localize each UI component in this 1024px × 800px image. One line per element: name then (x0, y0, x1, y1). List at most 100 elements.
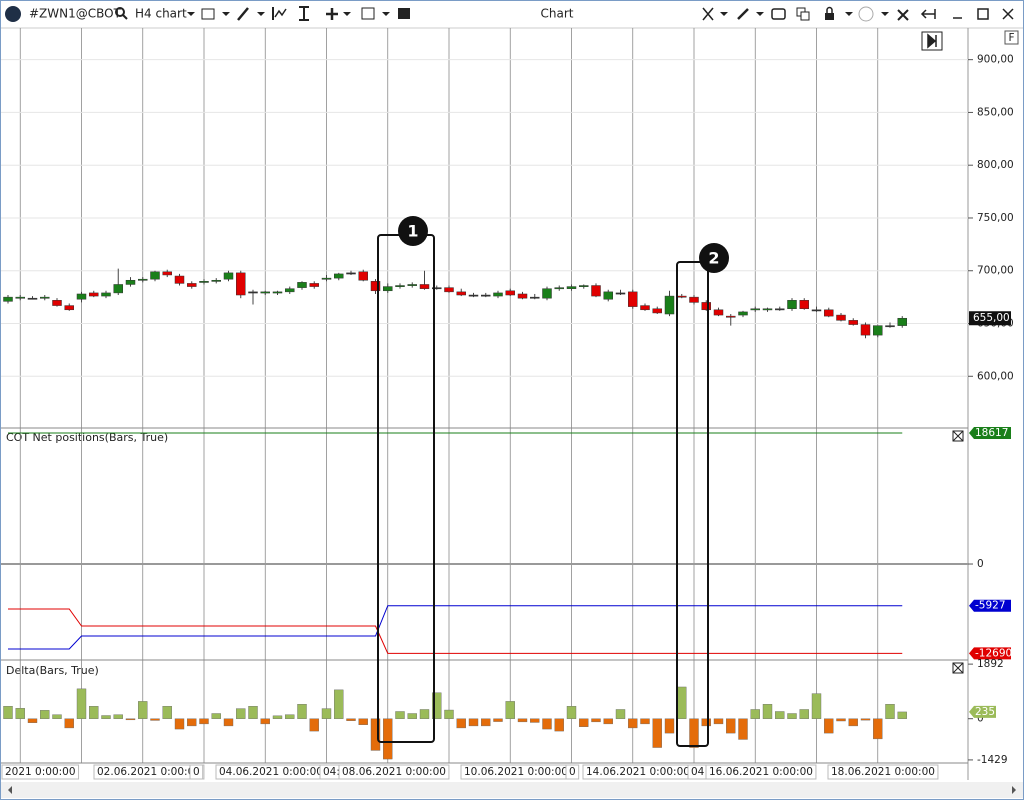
candle-body (530, 296, 540, 299)
delta-bar (628, 718, 638, 729)
settings-icon[interactable] (897, 9, 909, 21)
y-tick-label: 900,00 (977, 54, 1014, 66)
candle-body (162, 271, 172, 276)
delta-bar (603, 718, 613, 725)
delta-bar (383, 718, 393, 760)
maximize[interactable] (977, 8, 989, 20)
delta-bar (89, 706, 99, 719)
symbol[interactable]: #ZWN1@CBOT (29, 7, 122, 21)
grid-layer (1, 28, 973, 763)
last-price-label: 655,00 (973, 312, 1010, 324)
template-icon[interactable] (201, 8, 215, 20)
delta-bar (897, 711, 907, 719)
x-label-box (338, 764, 450, 780)
delta-bar (517, 718, 528, 723)
delta-bar (297, 704, 307, 719)
y-tick-label: 700,00 (977, 265, 1014, 277)
delta-bar (664, 718, 675, 734)
candle-body (309, 283, 319, 287)
delta-bar (334, 689, 344, 719)
candle-body (566, 286, 577, 289)
candle-body (395, 285, 405, 287)
y-tick-label: 800,00 (977, 159, 1014, 171)
delta-bar (64, 718, 74, 729)
delta-bar (652, 718, 662, 748)
delta-bar (836, 718, 846, 722)
candle-body (297, 282, 307, 288)
delta-bar (113, 714, 123, 719)
delta-bar (150, 718, 160, 721)
candle-body (640, 305, 650, 311)
value-label: -5927 (975, 600, 1006, 612)
delta-bar (162, 706, 172, 719)
delta-bar (481, 718, 491, 727)
candle-body (272, 291, 283, 294)
candle-body (836, 314, 846, 321)
y-tick-label: -1429 (977, 754, 1008, 766)
book-icon[interactable] (398, 8, 410, 19)
fit-button[interactable] (1004, 30, 1019, 45)
delta-bar (762, 704, 773, 719)
candle-body (76, 293, 87, 300)
delta-bar (138, 701, 148, 719)
candle-body (3, 296, 13, 302)
x-label-box (705, 764, 817, 780)
candle-body (456, 291, 466, 296)
pin-icon[interactable] (920, 9, 936, 19)
delta-bar (358, 718, 368, 725)
link-icon[interactable] (737, 8, 749, 20)
delta-bar (199, 718, 209, 725)
timeframe[interactable]: H4 chart (135, 7, 187, 21)
candle-body (873, 325, 883, 336)
delta-bar (285, 714, 295, 719)
delta-bar (456, 718, 466, 729)
draw-icon[interactable] (237, 7, 249, 21)
delta-bar (738, 718, 748, 740)
delta-bar (591, 718, 601, 723)
candle-body (468, 294, 479, 297)
candle-body (187, 283, 197, 287)
x-label-box (189, 764, 204, 780)
add-icon[interactable] (326, 8, 338, 20)
delta-bar (174, 718, 185, 730)
close[interactable] (1002, 8, 1014, 20)
screenshot-icon[interactable] (771, 8, 786, 20)
candle-body (762, 308, 773, 311)
candle-body (713, 309, 724, 316)
app-logo[interactable] (5, 6, 21, 22)
dropdown-arrow[interactable] (187, 12, 195, 16)
candle-body (260, 291, 270, 294)
candle-body (689, 296, 699, 303)
annotation-label: 1 (407, 222, 418, 241)
close-indicator[interactable] (952, 430, 964, 442)
delta-bar (15, 708, 25, 719)
candle-body (885, 325, 895, 328)
layout-icon[interactable] (361, 7, 375, 20)
color-picker[interactable] (858, 6, 874, 22)
delta-bar (321, 708, 332, 719)
candle-body (358, 271, 368, 281)
lock-icon[interactable] (825, 13, 834, 20)
delta-bar (125, 718, 136, 721)
delta-bar (775, 711, 785, 719)
value-tag (969, 647, 1011, 660)
svg-text:F: F (1008, 32, 1014, 44)
candle-body (15, 296, 25, 299)
fib-icon[interactable] (299, 6, 309, 21)
value-label: -12690 (975, 647, 1012, 659)
candle-body (750, 308, 760, 311)
candle-body (346, 272, 356, 275)
candle-body (174, 275, 185, 284)
delta-bar (726, 718, 736, 734)
annotation-badge (398, 216, 428, 246)
x-label-box (1, 764, 80, 780)
delta-bar (272, 715, 283, 719)
candle-body (554, 287, 564, 290)
close-indicator[interactable] (952, 662, 964, 674)
crosshair-icon[interactable] (702, 7, 714, 21)
scrollbar[interactable] (1, 782, 1023, 798)
candle-body (664, 295, 675, 315)
candle-body (125, 279, 136, 285)
search-icon[interactable] (115, 7, 125, 17)
candle-body (726, 315, 736, 318)
